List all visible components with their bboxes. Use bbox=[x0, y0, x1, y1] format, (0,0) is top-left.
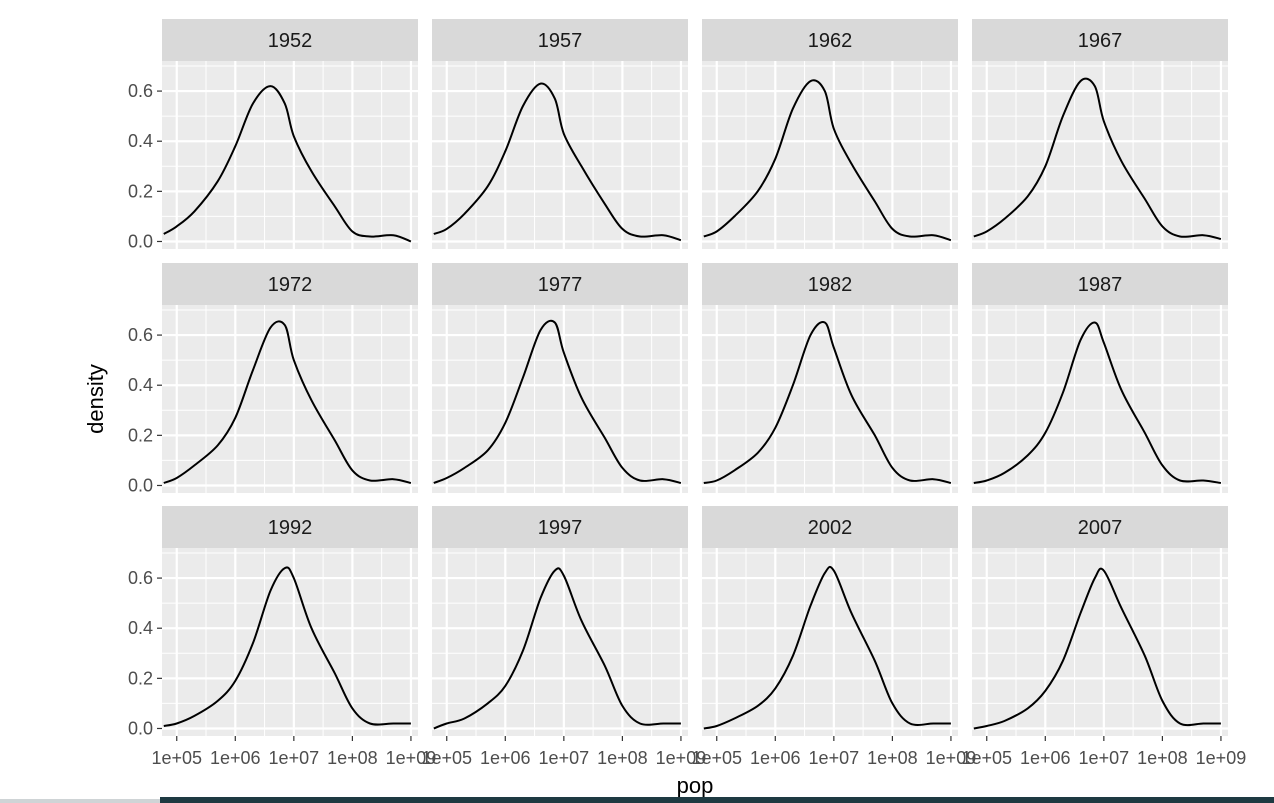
x-tick-label: 1e+06 bbox=[750, 748, 801, 768]
facet-strip-label: 1967 bbox=[1078, 30, 1123, 52]
density-line bbox=[973, 321, 1222, 484]
facet-strip bbox=[162, 263, 418, 305]
facet-strip-label: 1997 bbox=[538, 517, 583, 539]
facet-strip bbox=[702, 19, 958, 61]
facet-strip-label: 1952 bbox=[268, 30, 313, 52]
x-tick-label: 1e+07 bbox=[269, 748, 320, 768]
facet-strip-label: 1977 bbox=[538, 274, 583, 296]
facet-strip bbox=[162, 19, 418, 61]
y-tick-label: 0.2 bbox=[128, 425, 153, 445]
x-tick-label: 1e+07 bbox=[809, 748, 860, 768]
y-tick-label: 0.4 bbox=[128, 131, 153, 151]
y-tick-label: 0.0 bbox=[128, 231, 153, 251]
y-tick-label: 0.6 bbox=[128, 568, 153, 588]
x-tick-label: 1e+05 bbox=[691, 748, 742, 768]
facet-panel-background bbox=[702, 548, 958, 736]
x-tick-label: 1e+06 bbox=[210, 748, 261, 768]
facet-strip bbox=[432, 19, 688, 61]
facet-strip-label: 2007 bbox=[1078, 517, 1123, 539]
x-tick-label: 1e+09 bbox=[386, 748, 437, 768]
y-tick-label: 0.4 bbox=[128, 618, 153, 638]
density-line bbox=[433, 319, 682, 484]
facet-strip-label: 1982 bbox=[808, 274, 853, 296]
bottom-scrollbar-track bbox=[0, 799, 160, 803]
density-line bbox=[703, 321, 952, 484]
facet-panel-2007: 2007 1e+05 1e+06 1e+07 1e+08 1e+09 bbox=[961, 506, 1246, 768]
x-tick-label: 1e+05 bbox=[151, 748, 202, 768]
x-tick-label: 1e+05 bbox=[961, 748, 1012, 768]
y-tick-label: 0.2 bbox=[128, 668, 153, 688]
facet-strip-label: 1962 bbox=[808, 30, 853, 52]
facet-strip bbox=[432, 263, 688, 305]
y-tick-label: 0.0 bbox=[128, 718, 153, 738]
y-axis-title: density bbox=[83, 364, 108, 434]
facet-panel-background bbox=[972, 61, 1228, 249]
facet-panel-background bbox=[972, 548, 1228, 736]
x-tick-label: 1e+05 bbox=[421, 748, 472, 768]
facet-strip bbox=[432, 506, 688, 548]
x-tick-label: 1e+08 bbox=[327, 748, 378, 768]
x-tick-label: 1e+09 bbox=[926, 748, 977, 768]
y-tick-label: 0.4 bbox=[128, 375, 153, 395]
density-line bbox=[433, 567, 681, 730]
facet-strip-label: 1957 bbox=[538, 30, 583, 52]
x-tick-label: 1e+08 bbox=[1137, 748, 1188, 768]
facet-strip bbox=[162, 506, 418, 548]
facet-panel-1987: 1987 bbox=[972, 263, 1228, 493]
facet-panel-1977: 1977 bbox=[432, 263, 688, 493]
facet-panel-1997: 1997 1e+05 1e+06 1e+07 1e+08 1e+09 bbox=[421, 506, 706, 768]
facet-panel-background bbox=[702, 61, 958, 249]
facet-panel-background bbox=[972, 305, 1228, 493]
facet-panel-background bbox=[162, 305, 418, 493]
y-tick-label: 0.2 bbox=[128, 181, 153, 201]
facet-panel-1952: 1952 0.0 0.2 0.4 0.6 bbox=[128, 19, 418, 251]
x-tick-label: 1e+07 bbox=[1079, 748, 1130, 768]
facet-panel-1982: 1982 bbox=[702, 263, 958, 493]
facet-strip-label: 1972 bbox=[268, 274, 313, 296]
x-tick-label: 1e+06 bbox=[480, 748, 531, 768]
facet-panel-background bbox=[162, 61, 418, 249]
x-axis-title: pop bbox=[677, 773, 714, 798]
facet-strip-label: 2002 bbox=[808, 517, 853, 539]
density-line bbox=[163, 320, 412, 484]
facet-panel-1992: 1992 0.0 0.2 0.4 0.6 1e+05 1e+06 1e+07 1e+08 1e+0… bbox=[128, 506, 436, 768]
facet-strip bbox=[972, 19, 1228, 61]
x-tick-label: 1e+09 bbox=[656, 748, 707, 768]
x-tick-label: 1e+09 bbox=[1196, 748, 1247, 768]
facet-strip-label: 1987 bbox=[1078, 274, 1123, 296]
facet-panel-1967: 1967 bbox=[972, 19, 1228, 249]
facet-grid: 1952 0.0 0.2 0.4 0.6 1957 1962 1967 1972 0.0 0.2 0.… bbox=[128, 19, 1246, 768]
x-tick-label: 1e+08 bbox=[867, 748, 918, 768]
density-line bbox=[973, 77, 1222, 240]
y-tick-label: 0.0 bbox=[128, 475, 153, 495]
facet-panel-2002: 2002 1e+05 1e+06 1e+07 1e+08 1e+09 bbox=[691, 506, 976, 768]
bottom-scrollbar-thumb[interactable] bbox=[160, 797, 1274, 803]
density-line bbox=[163, 566, 411, 727]
facet-strip bbox=[972, 506, 1228, 548]
density-line bbox=[703, 565, 951, 730]
facet-strip bbox=[702, 263, 958, 305]
x-tick-label: 1e+08 bbox=[597, 748, 648, 768]
density-line bbox=[703, 79, 952, 242]
facet-panel-1957: 1957 bbox=[432, 19, 688, 249]
facet-panel-1972: 1972 0.0 0.2 0.4 0.6 bbox=[128, 263, 418, 495]
facet-strip-label: 1992 bbox=[268, 517, 313, 539]
y-tick-label: 0.6 bbox=[128, 325, 153, 345]
x-tick-label: 1e+07 bbox=[539, 748, 590, 768]
facet-strip bbox=[972, 263, 1228, 305]
density-line bbox=[433, 82, 682, 242]
density-line bbox=[163, 85, 412, 243]
facet-panel-background bbox=[162, 548, 418, 736]
density-line bbox=[973, 567, 1221, 730]
y-tick-label: 0.6 bbox=[128, 81, 153, 101]
facet-panel-1962: 1962 bbox=[702, 19, 958, 249]
x-tick-label: 1e+06 bbox=[1020, 748, 1071, 768]
facet-panel-background bbox=[432, 548, 688, 736]
facet-panel-background bbox=[432, 61, 688, 249]
facet-strip bbox=[702, 506, 958, 548]
